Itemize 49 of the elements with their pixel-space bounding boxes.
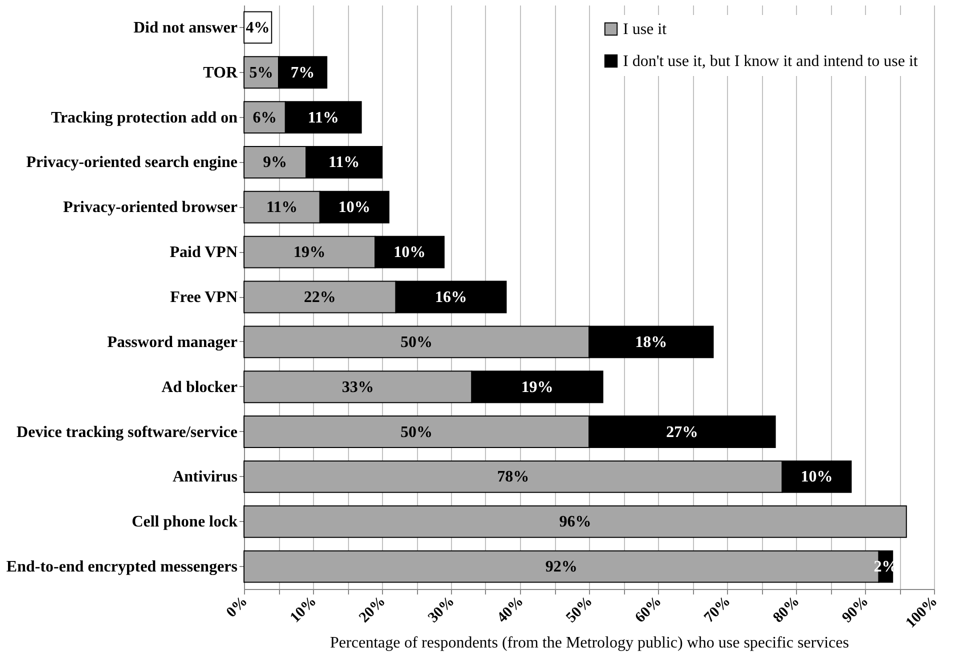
data-label: 6% bbox=[252, 109, 277, 126]
x-tick-label: 90% bbox=[839, 594, 872, 626]
data-label: 96% bbox=[559, 514, 592, 531]
data-label: 50% bbox=[400, 424, 432, 441]
x-tick-label: 10% bbox=[287, 594, 320, 626]
data-label: 19% bbox=[294, 244, 326, 262]
x-tick-label: 40% bbox=[494, 594, 527, 626]
data-label: 22% bbox=[304, 289, 336, 306]
x-tick-label: 30% bbox=[425, 594, 458, 626]
data-label: 7% bbox=[290, 64, 315, 82]
y-tick-label: TOR bbox=[203, 64, 238, 82]
data-label: 19% bbox=[521, 378, 554, 396]
data-label: 11% bbox=[266, 199, 298, 216]
y-tick-label: Free VPN bbox=[170, 289, 238, 306]
y-tick-label: End-to-end encrypted messengers bbox=[6, 558, 238, 576]
data-label: 10% bbox=[800, 468, 833, 486]
y-tick-label: Cell phone lock bbox=[132, 514, 238, 531]
data-label: 18% bbox=[635, 334, 668, 351]
y-tick-label: Privacy-oriented search engine bbox=[26, 154, 238, 172]
data-label: 5% bbox=[249, 64, 274, 82]
data-label: 50% bbox=[400, 334, 432, 351]
legend-label: I use it bbox=[623, 21, 668, 38]
y-tick-label: Did not answer bbox=[133, 19, 238, 36]
y-tick-label: Paid VPN bbox=[170, 244, 238, 262]
data-label: 92% bbox=[545, 558, 578, 576]
data-label: 9% bbox=[263, 154, 288, 172]
x-tick-label: 20% bbox=[356, 594, 389, 626]
data-label: 10% bbox=[394, 244, 426, 262]
x-tick-label: 80% bbox=[770, 594, 803, 626]
data-label: 10% bbox=[338, 199, 370, 216]
y-tick-label: Ad blocker bbox=[162, 378, 238, 396]
data-label: 78% bbox=[497, 468, 530, 486]
x-tick-label: 70% bbox=[701, 594, 734, 626]
data-label: 4% bbox=[246, 19, 270, 36]
y-tick-label: Antivirus bbox=[172, 468, 238, 486]
legend-label: I don't use it, but I know it and intend to use it bbox=[623, 53, 918, 70]
x-tick-label: 0% bbox=[224, 594, 251, 621]
y-tick-label: Privacy-oriented browser bbox=[63, 199, 238, 216]
x-tick-label: 60% bbox=[632, 594, 665, 626]
data-label: 11% bbox=[308, 109, 339, 126]
x-tick-label: 50% bbox=[563, 594, 596, 626]
y-tick-label: Device tracking software/service bbox=[16, 424, 238, 441]
x-axis-title: Percentage of respondents (from the Metrology public) who use specific services bbox=[330, 634, 849, 652]
y-tick-label: Tracking protection add on bbox=[50, 109, 238, 126]
data-label: 11% bbox=[328, 154, 360, 172]
data-label: 27% bbox=[666, 424, 698, 441]
y-tick-label: Password manager bbox=[107, 334, 238, 351]
data-label: 16% bbox=[435, 289, 467, 306]
data-label: 33% bbox=[342, 378, 374, 396]
